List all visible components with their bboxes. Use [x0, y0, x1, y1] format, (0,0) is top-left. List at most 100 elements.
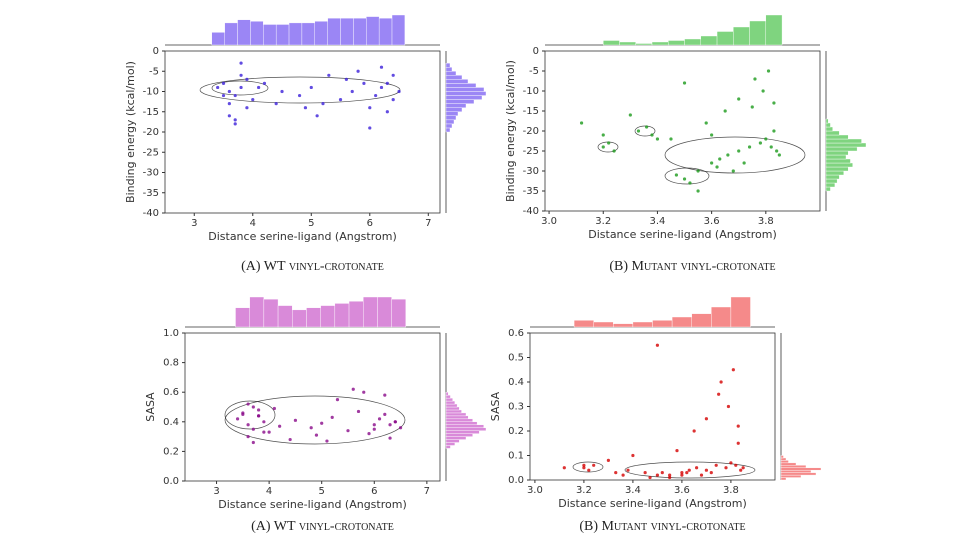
y-axis-label: SASA: [489, 391, 502, 421]
point: [397, 89, 401, 94]
y-tick-label: -5: [149, 66, 159, 77]
y-hist-bar: [825, 146, 858, 152]
point: [772, 101, 776, 105]
y-hist-bar: [780, 457, 787, 461]
point: [221, 81, 226, 85]
contour: [664, 167, 710, 185]
x-hist-bar: [603, 40, 620, 46]
x-hist-bar: [716, 31, 734, 46]
y-tick-label: -25: [143, 147, 159, 158]
point: [314, 433, 319, 437]
y-hist-bar: [780, 467, 822, 471]
y-hist-bar: [445, 75, 463, 80]
point: [669, 137, 673, 141]
point: [724, 466, 728, 470]
point: [704, 417, 709, 421]
caption: (B) Mutant vinyl-crotonate: [579, 519, 745, 534]
x-tick-label: 3.8: [758, 216, 774, 227]
point: [675, 449, 679, 453]
point: [719, 380, 723, 384]
point: [367, 432, 371, 436]
x-hist-bar: [378, 17, 393, 46]
point: [592, 463, 596, 467]
y-hist-bar: [445, 421, 478, 425]
x-hist-bar: [320, 305, 336, 328]
point: [718, 157, 722, 161]
y-hist-bar: [825, 134, 849, 140]
point: [715, 165, 719, 169]
point: [704, 121, 708, 125]
y-hist-bar: [445, 436, 467, 440]
y-hist-bar: [825, 178, 838, 184]
point: [741, 466, 745, 470]
y-hist-bar: [825, 130, 840, 136]
point: [612, 149, 616, 153]
contour: [211, 80, 269, 96]
point: [315, 114, 319, 118]
x-hist-bar: [671, 316, 692, 328]
point: [335, 398, 340, 402]
y-hist-bar: [445, 103, 467, 108]
point: [742, 161, 746, 165]
point: [614, 471, 618, 475]
point: [350, 89, 354, 94]
point: [391, 73, 395, 77]
y-hist-bar: [780, 460, 789, 464]
point: [582, 463, 586, 467]
y-hist-bar: [445, 427, 487, 431]
point: [769, 145, 773, 149]
plot-frame: [529, 332, 776, 481]
y-tick-label: 0.8: [163, 358, 179, 369]
point: [325, 439, 329, 443]
point: [775, 149, 779, 153]
x-tick-label: 3.8: [723, 485, 739, 496]
x-axis-label: Distance serine-ligand (Angstrom): [588, 228, 777, 241]
y-hist-bar: [445, 123, 453, 129]
x-tick-label: 5: [308, 218, 314, 229]
point: [320, 421, 324, 425]
caption: (B) Mutant vinyl-crotonate: [609, 259, 775, 274]
point: [356, 69, 360, 73]
y-hist-bar: [825, 162, 853, 168]
y-tick-label: -25: [523, 146, 539, 157]
point: [262, 81, 267, 85]
y-hist-bar: [445, 406, 460, 411]
point: [388, 423, 392, 427]
point: [631, 453, 635, 458]
x-hist-bar: [730, 296, 751, 328]
point: [368, 126, 372, 130]
y-tick-label: -30: [523, 166, 539, 177]
x-hist-bar: [288, 22, 303, 46]
point: [374, 93, 378, 98]
x-hist-bar: [348, 301, 364, 328]
point: [601, 145, 605, 149]
x-hist-bar: [301, 22, 315, 46]
y-tick-label: 0.0: [163, 476, 179, 487]
plot-frame: [164, 50, 441, 214]
point: [717, 392, 721, 396]
x-hist-bar: [635, 43, 653, 46]
y-tick-label: -35: [523, 186, 539, 197]
x-tick-label: 3: [191, 218, 197, 229]
x-hist-bar: [632, 321, 653, 328]
y-axis-label: Binding energy (kcal/mol): [124, 61, 137, 203]
point: [262, 430, 266, 434]
point: [726, 404, 731, 409]
point: [766, 69, 771, 73]
contour: [572, 461, 604, 473]
point: [251, 405, 255, 409]
point: [233, 118, 237, 122]
caption: (A) WT vinyl-crotonate: [251, 519, 394, 534]
x-tick-label: 3.6: [674, 485, 690, 496]
y-hist-bar: [445, 83, 477, 88]
point: [668, 473, 672, 477]
x-hist-bar: [277, 305, 293, 328]
x-hist-bar: [314, 21, 328, 46]
point: [262, 420, 266, 424]
y-tick-label: 0.1: [508, 451, 524, 462]
point: [227, 102, 231, 106]
y-hist-bar: [445, 397, 453, 402]
point: [297, 93, 302, 98]
y-hist-bar: [445, 439, 460, 443]
x-hist-bar: [353, 17, 367, 46]
